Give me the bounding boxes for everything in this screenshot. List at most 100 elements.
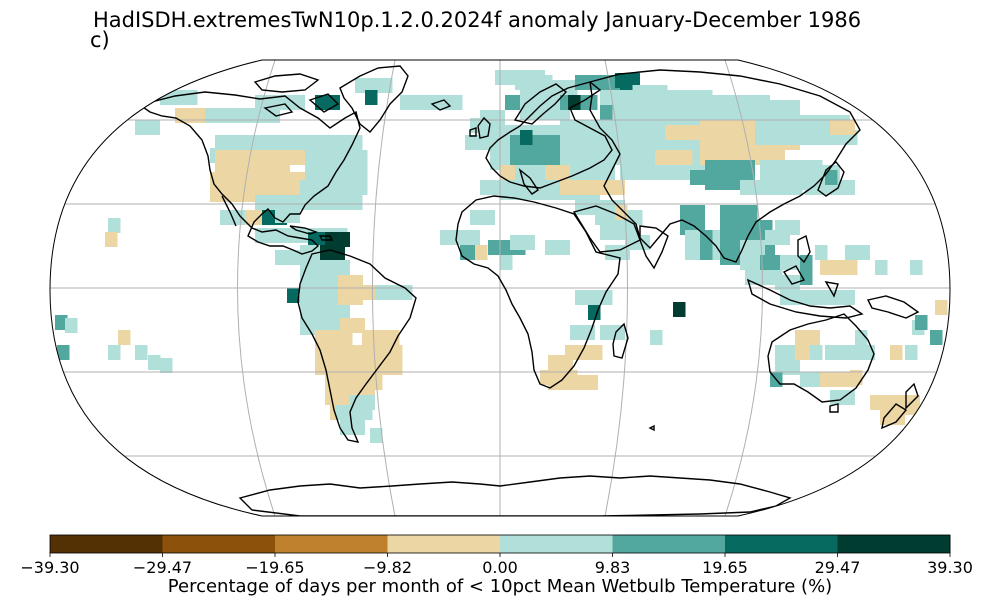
grid-cell	[55, 315, 68, 330]
grid-cell	[700, 230, 713, 260]
colorbar-tick-label: 9.83	[594, 558, 631, 577]
kerguelen-coast	[648, 424, 655, 432]
grid-cell	[275, 208, 300, 223]
grid-cell	[470, 210, 495, 225]
grid-cell	[510, 235, 535, 250]
colorbar	[49, 534, 951, 557]
australia-coast	[767, 313, 875, 403]
grid-cell	[775, 220, 800, 235]
baja-coast	[221, 195, 237, 227]
grid-cell	[205, 108, 280, 123]
colorbar-segment	[500, 535, 613, 553]
grid-cell	[320, 195, 358, 210]
new-zealand-coast	[881, 382, 919, 430]
grid-cell	[880, 410, 905, 425]
figure-title: HadISDH.extremesTwN10p.1.2.0.2024f anoma…	[93, 8, 862, 32]
meridian-gridline	[724, 60, 763, 516]
grid-cell	[57, 345, 70, 360]
scandinavia-coast	[513, 83, 568, 125]
grid-cell	[108, 345, 121, 360]
grid-cell	[930, 330, 943, 345]
grid-cell	[65, 318, 78, 333]
grid-cell	[845, 245, 870, 260]
grid-cell	[355, 78, 393, 93]
grid-cell	[805, 290, 830, 305]
grid-cell	[725, 100, 800, 115]
map-boundary	[49, 59, 951, 517]
tasmania-coast	[829, 403, 839, 413]
india-coast	[639, 225, 669, 270]
grid-cell	[135, 120, 160, 135]
grid-cell	[568, 95, 581, 110]
grid-cell	[105, 232, 118, 247]
grid-cell	[545, 165, 570, 180]
colorbar-tick-label: 19.65	[702, 558, 748, 577]
italy-coast	[518, 168, 539, 195]
uk-coast	[469, 116, 491, 139]
grid-cell	[775, 275, 800, 290]
grid-cell	[588, 305, 601, 320]
grid-cell	[565, 345, 603, 360]
grid-cell	[820, 260, 858, 275]
colorbar-segment	[725, 535, 838, 553]
grid-cell	[148, 355, 161, 370]
grid-cell	[548, 375, 598, 390]
grid-cell	[910, 260, 923, 275]
meridian-gridline	[237, 60, 276, 516]
asia-coast	[589, 69, 861, 263]
colorbar-title: Percentage of days per month of < 10pct …	[167, 576, 833, 597]
grid-cell	[548, 355, 573, 370]
grid-cell	[570, 325, 595, 340]
meridian-gridline	[372, 60, 396, 516]
colorbar-tick-label: −9.82	[362, 558, 413, 577]
colorbar-segment	[275, 535, 388, 553]
grid-cell	[600, 105, 613, 120]
grid-cell	[365, 90, 378, 105]
grid-cell	[935, 300, 948, 315]
hispaniola-coast	[318, 235, 334, 241]
grid-cell	[325, 232, 350, 247]
grid-cell	[915, 315, 928, 330]
iceland-coast	[430, 99, 452, 111]
indonesia-coast	[746, 265, 864, 319]
grid-cell	[108, 218, 121, 233]
grid-cell	[850, 370, 863, 385]
grid-cell	[625, 235, 650, 250]
grid-cell	[500, 255, 513, 270]
grid-cell	[830, 290, 855, 305]
grid-cell	[118, 330, 131, 345]
colorbar-tick-label: −39.30	[20, 558, 80, 577]
south-america-coast	[297, 249, 417, 443]
colorbar-segment	[837, 535, 951, 553]
grid-cell	[780, 255, 805, 270]
grid-cell	[655, 150, 693, 165]
cuba-coast	[289, 225, 319, 235]
grid-cell	[815, 245, 828, 260]
panel-label: c)	[90, 28, 110, 52]
new-guinea-coast	[866, 295, 920, 319]
grid-cell	[875, 260, 888, 275]
antarctica-coast	[238, 475, 792, 516]
coastlines	[138, 65, 920, 516]
colorbar-segment	[162, 535, 276, 553]
grid-cell	[820, 372, 858, 387]
grid-cell	[650, 330, 663, 345]
colorbar-segment	[50, 535, 163, 553]
grid-cell	[287, 288, 300, 303]
data-grid	[55, 70, 948, 443]
grid-cell	[160, 358, 173, 373]
grid-cell	[370, 428, 383, 443]
grid-cell	[440, 230, 465, 245]
meridian-gridline	[604, 60, 628, 516]
grid-cell	[850, 345, 875, 360]
colorbar-segment	[612, 535, 726, 553]
map-area	[50, 60, 950, 516]
colorbar-segment	[387, 535, 501, 553]
grid-cell	[300, 135, 363, 150]
grid-cell	[745, 270, 783, 285]
grid-cell	[575, 290, 613, 305]
grid-cell	[362, 330, 400, 345]
grid-cell	[400, 95, 463, 110]
grid-cell	[825, 345, 850, 360]
grid-cell	[673, 302, 686, 317]
